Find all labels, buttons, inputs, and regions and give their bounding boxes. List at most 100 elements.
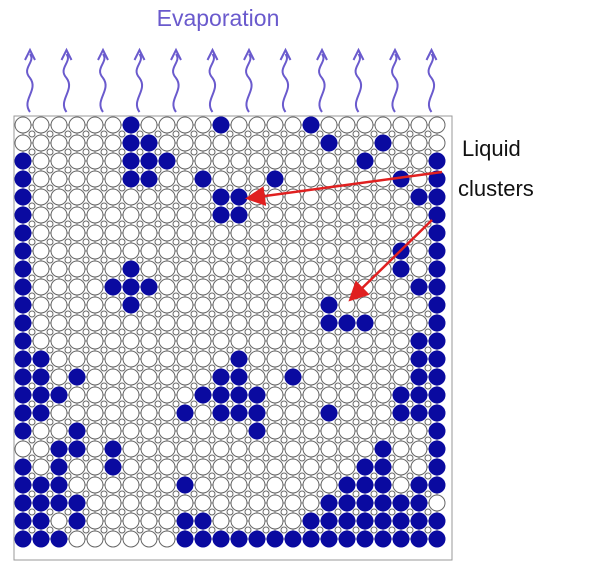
empty-pore bbox=[86, 314, 104, 332]
empty-pore bbox=[32, 134, 50, 152]
small-pore bbox=[82, 490, 90, 498]
small-pore bbox=[244, 292, 252, 300]
empty-pore bbox=[158, 494, 176, 512]
empty-pore bbox=[86, 260, 104, 278]
empty-pore bbox=[338, 134, 356, 152]
liquid-pore bbox=[14, 224, 32, 242]
empty-pore bbox=[68, 170, 86, 188]
empty-pore bbox=[248, 224, 266, 242]
small-pore bbox=[64, 346, 72, 354]
empty-pore bbox=[158, 386, 176, 404]
small-pore bbox=[370, 382, 378, 390]
empty-pore bbox=[374, 386, 392, 404]
small-pore bbox=[244, 274, 252, 282]
empty-pore bbox=[212, 494, 230, 512]
small-pore bbox=[208, 274, 216, 282]
liquid-pore bbox=[356, 476, 374, 494]
small-pore bbox=[208, 130, 216, 138]
empty-pore bbox=[356, 134, 374, 152]
liquid-pore bbox=[14, 152, 32, 170]
small-pore bbox=[100, 328, 108, 336]
empty-pore bbox=[158, 278, 176, 296]
small-pore bbox=[154, 184, 162, 192]
empty-pore bbox=[140, 368, 158, 386]
small-pore bbox=[64, 364, 72, 372]
small-pore bbox=[136, 454, 144, 462]
empty-pore bbox=[122, 530, 140, 548]
empty-pore bbox=[284, 350, 302, 368]
liquid-pore bbox=[194, 386, 212, 404]
empty-pore bbox=[230, 512, 248, 530]
empty-pore bbox=[104, 116, 122, 134]
liquid-pore bbox=[176, 404, 194, 422]
empty-pore bbox=[50, 260, 68, 278]
liquid-pore bbox=[230, 368, 248, 386]
small-pore bbox=[352, 310, 360, 318]
liquid-pore bbox=[212, 530, 230, 548]
small-pore bbox=[298, 130, 306, 138]
empty-pore bbox=[140, 260, 158, 278]
small-pore bbox=[136, 328, 144, 336]
empty-pore bbox=[230, 116, 248, 134]
empty-pore bbox=[302, 134, 320, 152]
liquid-pore bbox=[212, 116, 230, 134]
small-pore bbox=[208, 346, 216, 354]
small-pore bbox=[82, 526, 90, 534]
empty-pore bbox=[302, 296, 320, 314]
empty-pore bbox=[212, 296, 230, 314]
empty-pore bbox=[338, 296, 356, 314]
small-pore bbox=[316, 346, 324, 354]
liquid-pore bbox=[14, 170, 32, 188]
empty-pore bbox=[266, 440, 284, 458]
empty-pore bbox=[338, 152, 356, 170]
liquid-pore bbox=[230, 350, 248, 368]
empty-pore bbox=[230, 332, 248, 350]
empty-pore bbox=[194, 404, 212, 422]
small-pore bbox=[118, 328, 126, 336]
empty-pore bbox=[140, 512, 158, 530]
small-pore bbox=[424, 526, 432, 534]
empty-pore bbox=[302, 404, 320, 422]
liquid-pore bbox=[104, 440, 122, 458]
small-pore bbox=[208, 490, 216, 498]
empty-pore bbox=[122, 404, 140, 422]
liquid-pore bbox=[374, 134, 392, 152]
liquid-pore bbox=[50, 494, 68, 512]
small-pore bbox=[82, 256, 90, 264]
empty-pore bbox=[68, 314, 86, 332]
small-pore bbox=[388, 382, 396, 390]
small-pore bbox=[46, 328, 54, 336]
empty-pore bbox=[212, 224, 230, 242]
empty-pore bbox=[392, 134, 410, 152]
empty-pore bbox=[32, 242, 50, 260]
small-pore bbox=[370, 256, 378, 264]
small-pore bbox=[334, 130, 342, 138]
empty-pore bbox=[50, 152, 68, 170]
empty-pore bbox=[266, 224, 284, 242]
empty-pore bbox=[284, 404, 302, 422]
empty-pore bbox=[266, 350, 284, 368]
small-pore bbox=[172, 274, 180, 282]
empty-pore bbox=[230, 152, 248, 170]
arrow bbox=[281, 53, 290, 113]
liquid-pore bbox=[410, 368, 428, 386]
empty-pore bbox=[230, 260, 248, 278]
small-pore bbox=[118, 490, 126, 498]
liquid-pore bbox=[68, 440, 86, 458]
small-pore bbox=[334, 148, 342, 156]
small-pore bbox=[208, 382, 216, 390]
empty-pore bbox=[284, 224, 302, 242]
small-pore bbox=[406, 346, 414, 354]
empty-pore bbox=[122, 458, 140, 476]
empty-pore bbox=[248, 296, 266, 314]
small-pore bbox=[46, 148, 54, 156]
empty-pore bbox=[104, 494, 122, 512]
small-pore bbox=[370, 148, 378, 156]
empty-pore bbox=[140, 530, 158, 548]
small-pore bbox=[298, 256, 306, 264]
small-pore bbox=[226, 328, 234, 336]
small-pore bbox=[388, 292, 396, 300]
small-pore bbox=[388, 220, 396, 228]
small-pore bbox=[82, 220, 90, 228]
liquid-pore bbox=[320, 404, 338, 422]
